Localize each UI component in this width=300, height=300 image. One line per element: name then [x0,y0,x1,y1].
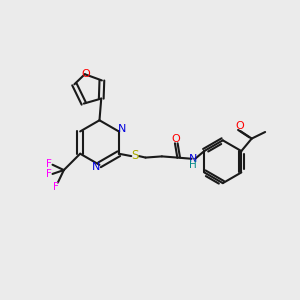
Text: O: O [171,134,180,144]
Text: N: N [118,124,127,134]
Text: S: S [132,149,139,162]
Text: F: F [53,182,59,192]
Text: N: N [92,162,100,172]
Text: F: F [46,169,52,179]
Text: O: O [81,69,90,79]
Text: H: H [189,160,197,170]
Text: F: F [46,159,52,169]
Text: O: O [236,121,244,131]
Text: N: N [189,154,197,164]
